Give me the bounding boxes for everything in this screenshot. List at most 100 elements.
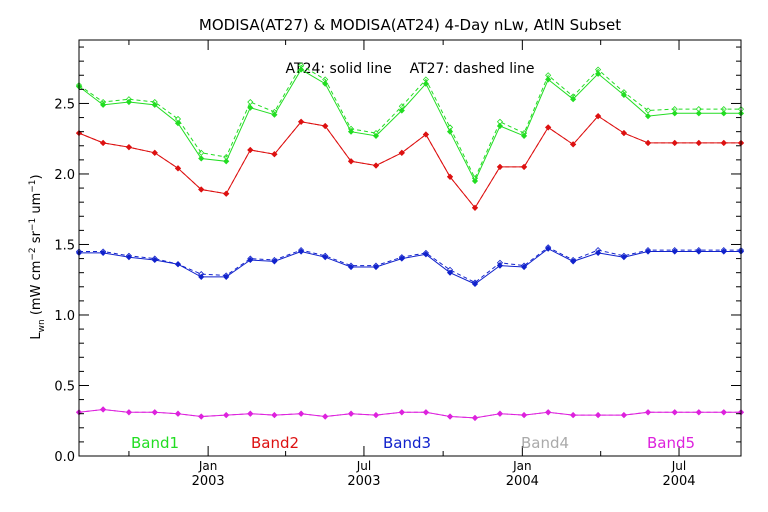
- band3-at24-point: [372, 263, 380, 271]
- band3-at24-point: [100, 249, 107, 257]
- band5-at24-point: [322, 413, 329, 420]
- band3-at24-point: [198, 273, 205, 280]
- band2-at24-point: [100, 139, 107, 147]
- band3-at24-point: [545, 245, 552, 252]
- y-tick-label: 2.5: [54, 97, 75, 112]
- y-axis-label: Lwn (mW cm−2 sr−1 um−1): [28, 174, 47, 339]
- band2-at24-line: [78, 115, 741, 209]
- y-tick-label: 1.0: [54, 309, 75, 324]
- band1-at24-point: [322, 80, 329, 87]
- band1-at24-point: [695, 110, 702, 117]
- band3-at24-point: [446, 269, 454, 276]
- band2-at24-point: [347, 158, 355, 165]
- y-label-exp2: −1: [28, 218, 38, 231]
- legend-band1: Band1: [131, 434, 179, 452]
- band1-at24-point: [151, 101, 158, 108]
- x-tick-year-label: 2004: [662, 474, 695, 489]
- band1-at24-point: [422, 80, 429, 87]
- band1-at24-point: [271, 111, 278, 118]
- x-tick-year-label: 2003: [192, 474, 225, 489]
- band2-at24-point: [496, 163, 504, 170]
- band2-at24-point: [422, 131, 429, 138]
- band5-at24-point: [298, 410, 305, 417]
- band3-at24-point: [671, 248, 678, 255]
- y-label-sub: wn: [37, 319, 47, 332]
- band2-at24-point: [570, 141, 577, 148]
- band5-at24-point: [125, 409, 132, 416]
- band5-at24-point: [720, 409, 727, 416]
- y-tick-label: 1.5: [54, 238, 75, 253]
- band5-at24-line: [78, 408, 741, 419]
- band2-at24-point: [198, 186, 205, 193]
- chart-title: MODISA(AT27) & MODISA(AT24) 4-Day nLw, A…: [199, 16, 621, 34]
- band5-at24-point: [223, 412, 230, 419]
- band5-at24-point: [446, 413, 454, 420]
- band1-at27-point: [247, 98, 254, 106]
- band3-at24-point: [720, 248, 727, 255]
- band3-at24-point: [570, 258, 577, 265]
- x-tick-year-label: 2003: [347, 474, 380, 489]
- band2-at24-point: [471, 204, 479, 211]
- band1-at24-point: [100, 101, 107, 108]
- y-label-exp3: −1: [28, 179, 38, 192]
- band5-at24-point: [174, 410, 182, 417]
- x-tick-month-label: Jan: [512, 459, 532, 473]
- band2-at24-point: [298, 118, 305, 125]
- band1-at24-point: [174, 120, 182, 127]
- band5-at24-point: [271, 412, 278, 419]
- band5-at24-point: [595, 412, 602, 419]
- band1-at24-point: [620, 91, 627, 99]
- band1-at24-point: [520, 132, 528, 139]
- band3-at24-point: [644, 248, 652, 255]
- band1-at24-point: [720, 110, 727, 117]
- band5-at24-point: [520, 412, 528, 419]
- line-style-annotation: AT24: solid line AT27: dashed line: [286, 61, 535, 77]
- band5-at24-point: [695, 409, 702, 416]
- band3-at24-point: [620, 254, 627, 261]
- band2-at24-point: [695, 139, 702, 147]
- band5-at24-point: [398, 409, 405, 416]
- band3-at24-point: [496, 262, 504, 269]
- band2-at24-point: [520, 163, 528, 170]
- y-label-main: L: [29, 332, 44, 340]
- band3-at24-point: [471, 280, 479, 288]
- band5-at24-point: [151, 409, 158, 416]
- band3-at24-point: [422, 251, 429, 258]
- band3-at24-point: [271, 258, 278, 265]
- band1-at24-point: [298, 66, 305, 73]
- band2-at24-point: [720, 139, 727, 147]
- band5-at24-point: [198, 413, 205, 420]
- legend: Band1 Band2 Band3 Band4 Band5: [131, 434, 695, 452]
- band1-at24-point: [347, 128, 355, 135]
- y-tick-label: 2.0: [54, 168, 75, 183]
- x-tick-month-label: Jan: [198, 459, 218, 473]
- band3-at24-point: [223, 273, 230, 280]
- band5-at24-point: [347, 410, 355, 417]
- band1-at27-line: [78, 64, 741, 180]
- band1-at24-point: [496, 122, 504, 130]
- band5-at24-point: [471, 414, 479, 421]
- band1-at24-point: [372, 132, 380, 139]
- band1-at24-point: [398, 107, 405, 114]
- band2-at24-point: [671, 139, 678, 147]
- band3-at24-point: [398, 255, 405, 262]
- legend-band2: Band2: [251, 434, 299, 452]
- y-label-unit-close: ): [29, 174, 44, 179]
- band1-at24-point: [570, 96, 577, 103]
- band3-at24-line: [79, 248, 741, 285]
- band3-at24-point: [595, 249, 602, 257]
- band3-at27-line: [79, 246, 741, 284]
- band2-at24-point: [620, 130, 627, 137]
- band3-at24-point: [298, 248, 305, 255]
- band1-at24-point: [125, 98, 132, 106]
- y-label-unit-end: um: [29, 193, 44, 218]
- x-tick-month-label: Jul: [356, 459, 371, 473]
- band2-at24-point: [446, 173, 454, 180]
- band1-at24-point: [446, 128, 454, 135]
- band2-at24-point: [247, 146, 254, 154]
- band2-at24-point: [125, 144, 132, 151]
- band1-at27-point: [644, 107, 652, 114]
- band1-at24-point: [471, 177, 479, 185]
- band3-at24-point: [151, 256, 158, 264]
